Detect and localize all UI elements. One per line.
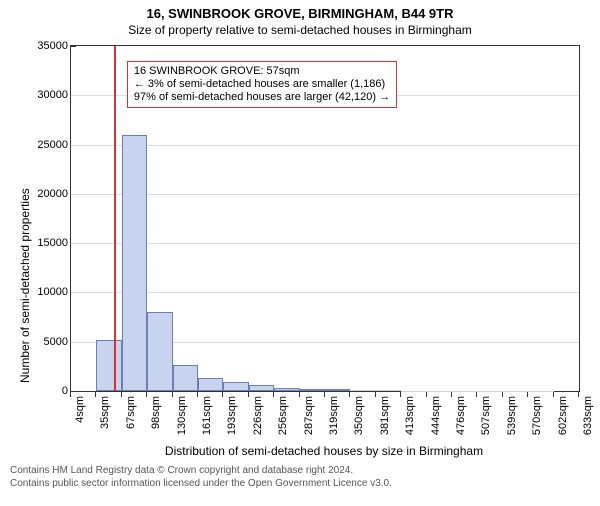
y-tick-label: 20000 [37, 188, 68, 200]
histogram-bar [249, 385, 274, 391]
x-tick-label: 319sqm [328, 396, 340, 435]
x-tick-label: 193sqm [226, 396, 238, 435]
x-tick-mark [121, 392, 122, 397]
x-tick-label: 4sqm [74, 396, 86, 423]
x-tick-label: 98sqm [150, 396, 162, 429]
property-info-box: 16 SWINBROOK GROVE: 57sqm← 3% of semi-de… [127, 61, 397, 109]
x-tick-label: 413sqm [404, 396, 416, 435]
x-tick-mark [222, 392, 223, 397]
property-marker-line [114, 46, 116, 391]
x-tick-mark [70, 392, 71, 397]
x-tick-mark [553, 392, 554, 397]
histogram-bar [274, 388, 299, 391]
grid-line [71, 243, 579, 244]
info-box-line: 16 SWINBROOK GROVE: 57sqm [134, 65, 390, 78]
x-axis-label: Distribution of semi-detached houses by … [70, 444, 578, 458]
histogram-bar [96, 340, 121, 391]
footer: Contains HM Land Registry data © Crown c… [10, 464, 600, 490]
histogram-chart: 05000100001500020000250003000035000 16 S… [70, 45, 580, 392]
x-tick-mark [248, 392, 249, 397]
x-tick-mark [197, 392, 198, 397]
histogram-bar [325, 389, 350, 391]
x-tick-mark [400, 392, 401, 397]
x-tick-mark [578, 392, 579, 397]
x-tick-mark [349, 392, 350, 397]
y-tick-label: 15000 [37, 237, 68, 249]
x-tick-mark [95, 392, 96, 397]
x-tick-label: 602sqm [557, 396, 569, 435]
x-tick-label: 287sqm [303, 396, 315, 435]
histogram-bar [300, 389, 325, 391]
y-tick-label: 0 [62, 385, 68, 397]
y-tick-label: 25000 [37, 139, 68, 151]
grid-line [71, 292, 579, 293]
x-tick-label: 130sqm [176, 396, 188, 435]
footer-line-1: Contains HM Land Registry data © Crown c… [10, 464, 600, 477]
x-tick-label: 507sqm [480, 396, 492, 435]
footer-line-2: Contains public sector information licen… [10, 477, 600, 490]
x-tick-mark [476, 392, 477, 397]
histogram-bar [223, 382, 248, 391]
page-title: 16, SWINBROOK GROVE, BIRMINGHAM, B44 9TR [0, 6, 600, 21]
grid-line [71, 194, 579, 195]
grid-line [71, 145, 579, 146]
histogram-bar [376, 390, 401, 391]
histogram-bar [198, 378, 223, 391]
x-tick-label: 539sqm [506, 396, 518, 435]
x-tick-mark [299, 392, 300, 397]
histogram-bar [147, 312, 172, 391]
x-tick-label: 381sqm [379, 396, 391, 435]
x-axis-ticks: 4sqm 35sqm 67sqm 98sqm 130sqm 161sqm 193sqm 226… [70, 392, 578, 442]
x-tick-mark [527, 392, 528, 397]
x-tick-mark [146, 392, 147, 397]
histogram-bar [122, 135, 147, 391]
y-tick-label: 10000 [37, 286, 68, 298]
x-tick-label: 256sqm [277, 396, 289, 435]
x-tick-label: 67sqm [125, 396, 137, 429]
x-tick-label: 226sqm [252, 396, 264, 435]
y-tick-label: 35000 [37, 40, 68, 52]
x-tick-label: 633sqm [582, 396, 594, 435]
x-tick-mark [451, 392, 452, 397]
x-tick-mark [172, 392, 173, 397]
info-box-line: ← 3% of semi-detached houses are smaller… [134, 78, 390, 91]
x-tick-mark [426, 392, 427, 397]
x-tick-label: 350sqm [353, 396, 365, 435]
page-subtitle: Size of property relative to semi-detach… [0, 23, 600, 37]
x-tick-label: 476sqm [455, 396, 467, 435]
y-tick-label: 5000 [44, 336, 68, 348]
x-tick-mark [273, 392, 274, 397]
x-tick-mark [375, 392, 376, 397]
x-tick-mark [502, 392, 503, 397]
x-tick-label: 35sqm [99, 396, 111, 429]
info-box-line: 97% of semi-detached houses are larger (… [134, 91, 390, 104]
histogram-bar [350, 390, 375, 391]
x-tick-mark [324, 392, 325, 397]
y-tick-label: 30000 [37, 89, 68, 101]
x-tick-label: 570sqm [531, 396, 543, 435]
x-tick-label: 444sqm [430, 396, 442, 435]
y-tick-mark [71, 46, 76, 47]
histogram-bar [173, 365, 198, 391]
y-axis-ticks: 05000100001500020000250003000035000 [21, 46, 71, 391]
x-tick-label: 161sqm [201, 396, 213, 435]
